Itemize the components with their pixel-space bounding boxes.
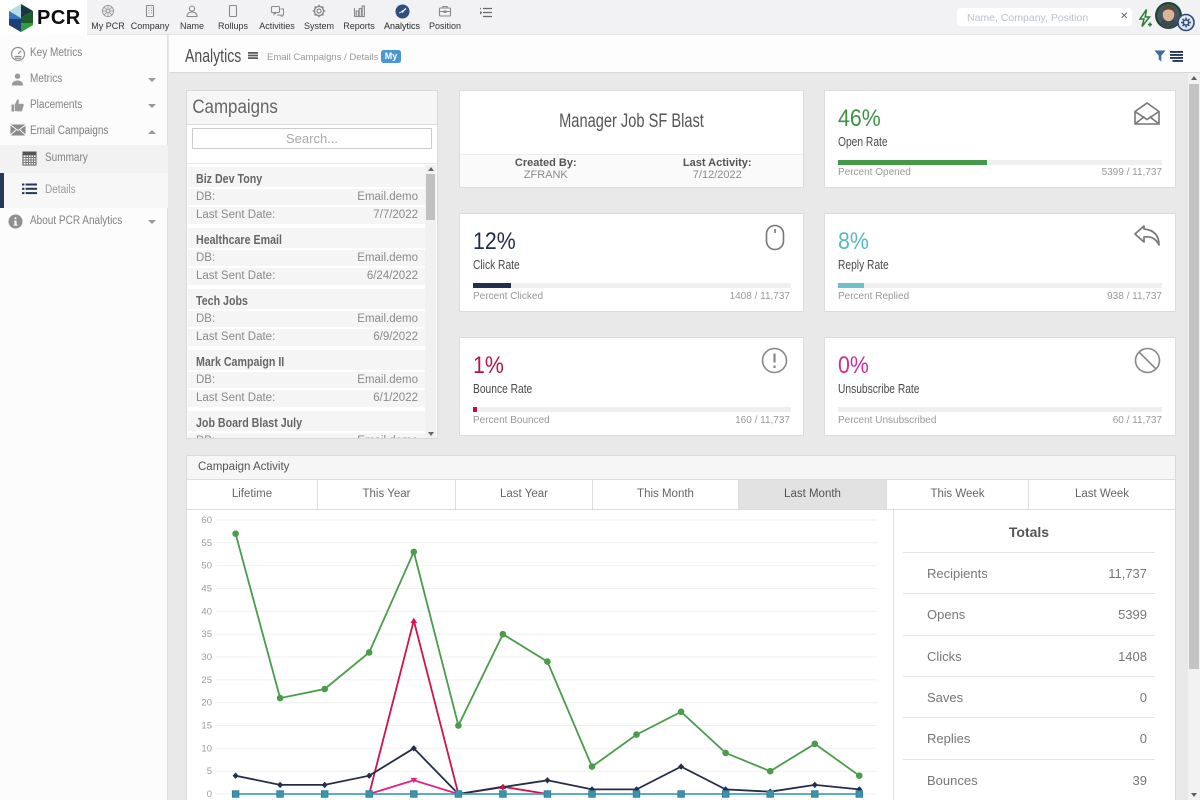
svg-text:30: 30 xyxy=(201,652,212,663)
svg-text:35: 35 xyxy=(201,629,212,640)
svg-text:40: 40 xyxy=(201,606,212,617)
svg-text:50: 50 xyxy=(201,561,212,572)
svg-text:20: 20 xyxy=(201,698,212,709)
svg-text:25: 25 xyxy=(201,675,212,686)
svg-text:60: 60 xyxy=(201,515,212,526)
svg-text:0: 0 xyxy=(207,789,212,800)
svg-text:10: 10 xyxy=(201,743,212,754)
svg-text:15: 15 xyxy=(201,721,212,732)
svg-text:5: 5 xyxy=(207,766,212,777)
svg-text:55: 55 xyxy=(201,538,212,549)
svg-text:45: 45 xyxy=(201,584,212,595)
